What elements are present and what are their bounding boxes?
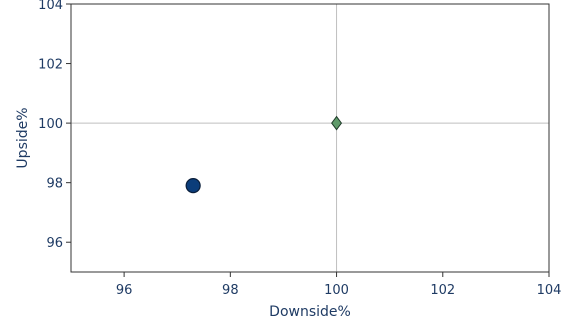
plot-layer: 96 98 100 102 104 96 98 100 102 104 (38, 0, 561, 298)
y-tick-label: 102 (38, 58, 63, 73)
x-tick-label: 98 (222, 283, 239, 298)
y-tick-label: 96 (46, 236, 63, 251)
data-point-diamond (331, 115, 343, 131)
x-tick-label: 96 (116, 283, 133, 298)
y-tick-label: 104 (38, 0, 63, 13)
data-point-circle (185, 178, 201, 194)
x-tick-label: 104 (537, 283, 562, 298)
x-tick-label: 100 (324, 283, 349, 298)
plot-frame (70, 3, 550, 273)
x-tick-label: 102 (430, 283, 455, 298)
y-tick-label: 98 (46, 177, 63, 192)
y-tick-label: 100 (38, 117, 63, 132)
x-axis-title: Downside% (269, 304, 351, 320)
y-axis-title: Upside% (15, 107, 31, 168)
